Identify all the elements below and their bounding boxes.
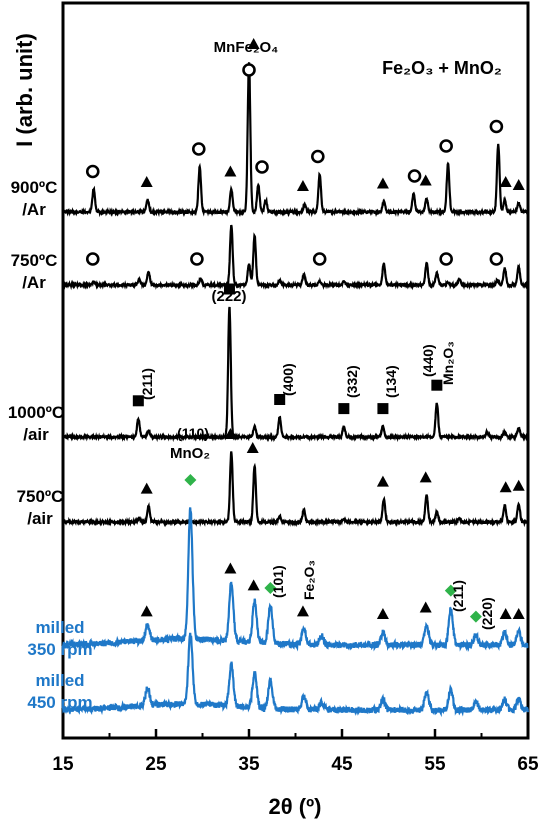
square-marker-0 <box>132 395 144 407</box>
diamond-marker-3 <box>469 610 482 623</box>
diamond-marker-0 <box>184 474 197 486</box>
triangle-marker-5 <box>419 174 432 186</box>
x-tick-label-1: 25 <box>145 754 167 775</box>
traces <box>61 62 529 718</box>
label-mn2o3: Mn₂O₃ <box>440 341 456 385</box>
series-label-5-0: milled <box>35 671 84 690</box>
y-axis-label: I (arb. unit) <box>12 33 37 147</box>
triangle-marker-17 <box>247 579 260 591</box>
labels: 2θ (º) I (arb. unit) Fe₂O₃ + MnO₂ 900ºC/Ar 7… <box>8 33 502 819</box>
label-440: (440) <box>420 344 436 377</box>
triangle-marker-7 <box>512 179 525 190</box>
circle-marker-11 <box>439 252 453 266</box>
label-211-fe: (211) <box>450 580 466 612</box>
series-label-3-1: /air <box>27 509 53 528</box>
circle-marker-6 <box>489 119 504 134</box>
label-211-mn: (211) <box>139 368 155 400</box>
triangle-marker-8 <box>224 428 237 439</box>
label-101: (101) <box>270 565 286 598</box>
circle-marker-9 <box>190 252 204 266</box>
trace-1 <box>61 224 529 291</box>
circle-marker-10 <box>312 252 327 266</box>
series-label-1-0: 750ºC <box>11 251 58 270</box>
trace-4 <box>61 507 529 652</box>
square-marker-1 <box>223 283 235 295</box>
circle-marker-0 <box>85 164 100 179</box>
triangle-marker-18 <box>296 605 309 617</box>
circle-marker-8 <box>85 252 100 266</box>
phase-markers <box>85 38 525 623</box>
label-134: (134) <box>383 365 399 398</box>
triangle-marker-10 <box>246 442 259 453</box>
x-tick-label-5: 65 <box>517 754 539 775</box>
triangle-marker-3 <box>296 180 309 191</box>
triangle-marker-20 <box>419 601 432 613</box>
x-tick-label-0: 15 <box>52 754 74 775</box>
x-axis-label: 2θ (º) <box>269 794 322 819</box>
triangle-marker-1 <box>224 165 237 177</box>
triangle-marker-9 <box>140 482 153 494</box>
label-110: (110) <box>177 425 209 441</box>
square-marker-5 <box>431 379 443 391</box>
series-label-1-1: /Ar <box>22 273 46 292</box>
label-332: (332) <box>344 365 360 398</box>
trace-3 <box>62 451 529 528</box>
diamond-marker-1 <box>264 582 277 594</box>
triangle-marker-15 <box>140 605 153 617</box>
series-label-2-1: /air <box>23 425 49 444</box>
label-222: (222) <box>211 288 246 305</box>
sample-title: Fe₂O₃ + MnO₂ <box>382 58 502 78</box>
series-label-4-0: milled <box>35 618 84 637</box>
triangle-marker-14 <box>512 479 525 491</box>
label-fe2o3: Fe₂O₃ <box>301 560 317 600</box>
triangle-marker-11 <box>376 475 389 487</box>
circle-marker-4 <box>407 169 422 183</box>
series-label-5-1: 450 rpm <box>27 693 92 712</box>
triangle-marker-13 <box>499 481 512 493</box>
trace-0 <box>62 62 529 218</box>
label-mno2: MnO₂ <box>170 445 210 462</box>
circle-marker-2 <box>255 160 269 174</box>
x-ticks: 15 25 35 45 55 65 <box>52 729 539 775</box>
triangle-marker-21 <box>499 608 512 619</box>
diamond-marker-2 <box>444 584 457 597</box>
series-label-0-0: 900ºC <box>11 178 58 197</box>
x-tick-label-3: 45 <box>331 754 353 775</box>
x-tick-label-4: 55 <box>424 754 446 775</box>
series-label-3-0: 750ºC <box>17 487 64 506</box>
square-marker-3 <box>338 403 350 415</box>
label-400: (400) <box>280 363 296 396</box>
triangle-marker-4 <box>376 177 389 189</box>
x-tick-label-2: 35 <box>238 754 260 775</box>
series-label-4-1: 350 rpm <box>27 640 92 659</box>
triangle-marker-2 <box>247 38 260 49</box>
triangle-marker-19 <box>376 608 389 619</box>
triangle-marker-16 <box>224 562 237 574</box>
triangle-marker-0 <box>140 176 153 187</box>
circle-marker-5 <box>439 139 453 153</box>
series-label-2-0: 1000ºC <box>8 403 64 422</box>
trace-5 <box>61 632 529 718</box>
triangle-marker-6 <box>499 176 512 187</box>
label-mnfe2o4: MnFe₂O₄ <box>214 39 279 56</box>
circle-marker-7 <box>242 63 256 77</box>
series-label-0-1: /Ar <box>22 200 46 219</box>
triangle-marker-22 <box>512 608 525 619</box>
circle-marker-12 <box>489 252 504 266</box>
circle-marker-1 <box>191 142 206 156</box>
triangle-marker-12 <box>419 471 432 483</box>
label-220: (220) <box>479 597 495 630</box>
trace-2 <box>61 306 529 443</box>
square-marker-4 <box>377 403 389 415</box>
circle-marker-3 <box>311 149 325 164</box>
square-marker-2 <box>274 394 286 405</box>
